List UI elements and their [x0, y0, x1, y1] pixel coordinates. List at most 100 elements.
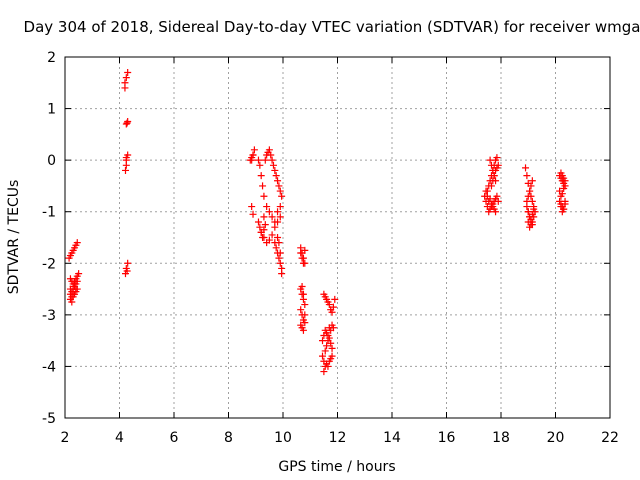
data-point — [486, 195, 494, 203]
data-point — [297, 249, 305, 257]
data-point — [524, 208, 532, 216]
data-point — [267, 151, 275, 159]
data-point — [301, 311, 309, 319]
data-point — [275, 254, 283, 262]
data-point — [272, 244, 280, 252]
data-point — [276, 213, 284, 221]
data-point — [493, 192, 501, 200]
data-point — [487, 161, 495, 169]
data-point — [489, 177, 497, 185]
data-point — [482, 187, 490, 195]
data-point — [274, 177, 282, 185]
data-point — [123, 267, 131, 275]
data-point — [278, 270, 286, 278]
y-tick-label: 0 — [47, 153, 56, 169]
grid-lines — [65, 57, 610, 418]
data-point — [274, 208, 282, 216]
x-tick-label: 20 — [547, 430, 565, 446]
data-point — [297, 306, 305, 314]
x-tick-label: 22 — [601, 430, 619, 446]
y-tick-label: -3 — [42, 308, 56, 324]
data-point — [73, 239, 81, 247]
data-point — [524, 192, 532, 200]
data-point — [121, 79, 129, 87]
data-point — [278, 192, 286, 200]
y-tick-label: 2 — [47, 50, 56, 66]
data-point — [122, 74, 130, 82]
data-point — [276, 249, 284, 257]
x-axis-ticks: 2 4 6 8 10 12 14 16 18 20 22 — [61, 57, 619, 446]
data-point — [260, 213, 268, 221]
data-point — [298, 254, 306, 262]
data-point — [301, 246, 309, 254]
data-point — [256, 223, 264, 231]
data-point — [328, 352, 336, 360]
data-point — [527, 182, 535, 190]
data-point — [275, 182, 283, 190]
data-point — [263, 203, 271, 211]
y-tick-label: 1 — [47, 102, 56, 118]
data-point — [331, 295, 339, 303]
y-tick-label: -4 — [42, 359, 56, 375]
data-point — [275, 239, 283, 247]
data-point — [528, 177, 536, 185]
data-point — [327, 339, 335, 347]
data-point — [299, 326, 307, 334]
data-point — [523, 197, 531, 205]
data-point — [123, 119, 131, 127]
data-point — [248, 203, 256, 211]
data-point — [298, 282, 306, 290]
data-point — [492, 208, 500, 216]
data-point — [328, 308, 336, 316]
data-point — [328, 344, 336, 352]
data-point — [323, 342, 331, 350]
data-point — [301, 301, 309, 309]
x-axis-label: GPS time / hours — [278, 459, 395, 475]
x-tick-label: 4 — [115, 430, 124, 446]
data-point — [560, 205, 568, 213]
data-point — [259, 182, 267, 190]
data-point — [494, 161, 502, 169]
data-point — [324, 362, 332, 370]
data-point — [265, 146, 273, 154]
data-point — [523, 172, 531, 180]
data-point — [257, 172, 265, 180]
data-point — [274, 234, 282, 241]
y-tick-label: -2 — [42, 256, 56, 272]
data-point — [325, 301, 333, 309]
y-axis-ticks: -5 -4 -3 -2 -1 0 1 2 — [42, 50, 610, 427]
data-point — [321, 347, 329, 355]
data-point — [121, 166, 129, 174]
x-tick-label: 16 — [438, 430, 456, 446]
data-point — [257, 228, 265, 236]
data-point — [260, 192, 268, 200]
data-point — [73, 277, 81, 285]
data-point — [329, 303, 337, 311]
data-point — [272, 172, 280, 180]
y-axis-label: SDTVAR / TECUs — [6, 180, 22, 295]
data-point — [528, 210, 536, 218]
data-point — [122, 154, 130, 162]
data-point — [249, 151, 257, 159]
data-point — [124, 68, 132, 76]
data-point — [124, 259, 132, 267]
data-point — [75, 270, 83, 278]
data-point — [276, 259, 284, 267]
data-point — [490, 172, 498, 180]
data-point — [260, 234, 268, 241]
data-point — [301, 319, 309, 327]
data-point — [325, 334, 333, 342]
data-point — [254, 156, 262, 164]
data-point — [299, 259, 307, 267]
data-point — [68, 298, 76, 306]
data-point — [528, 218, 536, 226]
data-point — [274, 218, 282, 226]
data-points — [65, 68, 569, 376]
data-point — [530, 205, 538, 213]
data-point — [319, 352, 327, 360]
x-tick-label: 10 — [274, 430, 292, 446]
data-point — [493, 154, 501, 162]
data-point — [558, 190, 566, 198]
data-point — [268, 156, 276, 164]
